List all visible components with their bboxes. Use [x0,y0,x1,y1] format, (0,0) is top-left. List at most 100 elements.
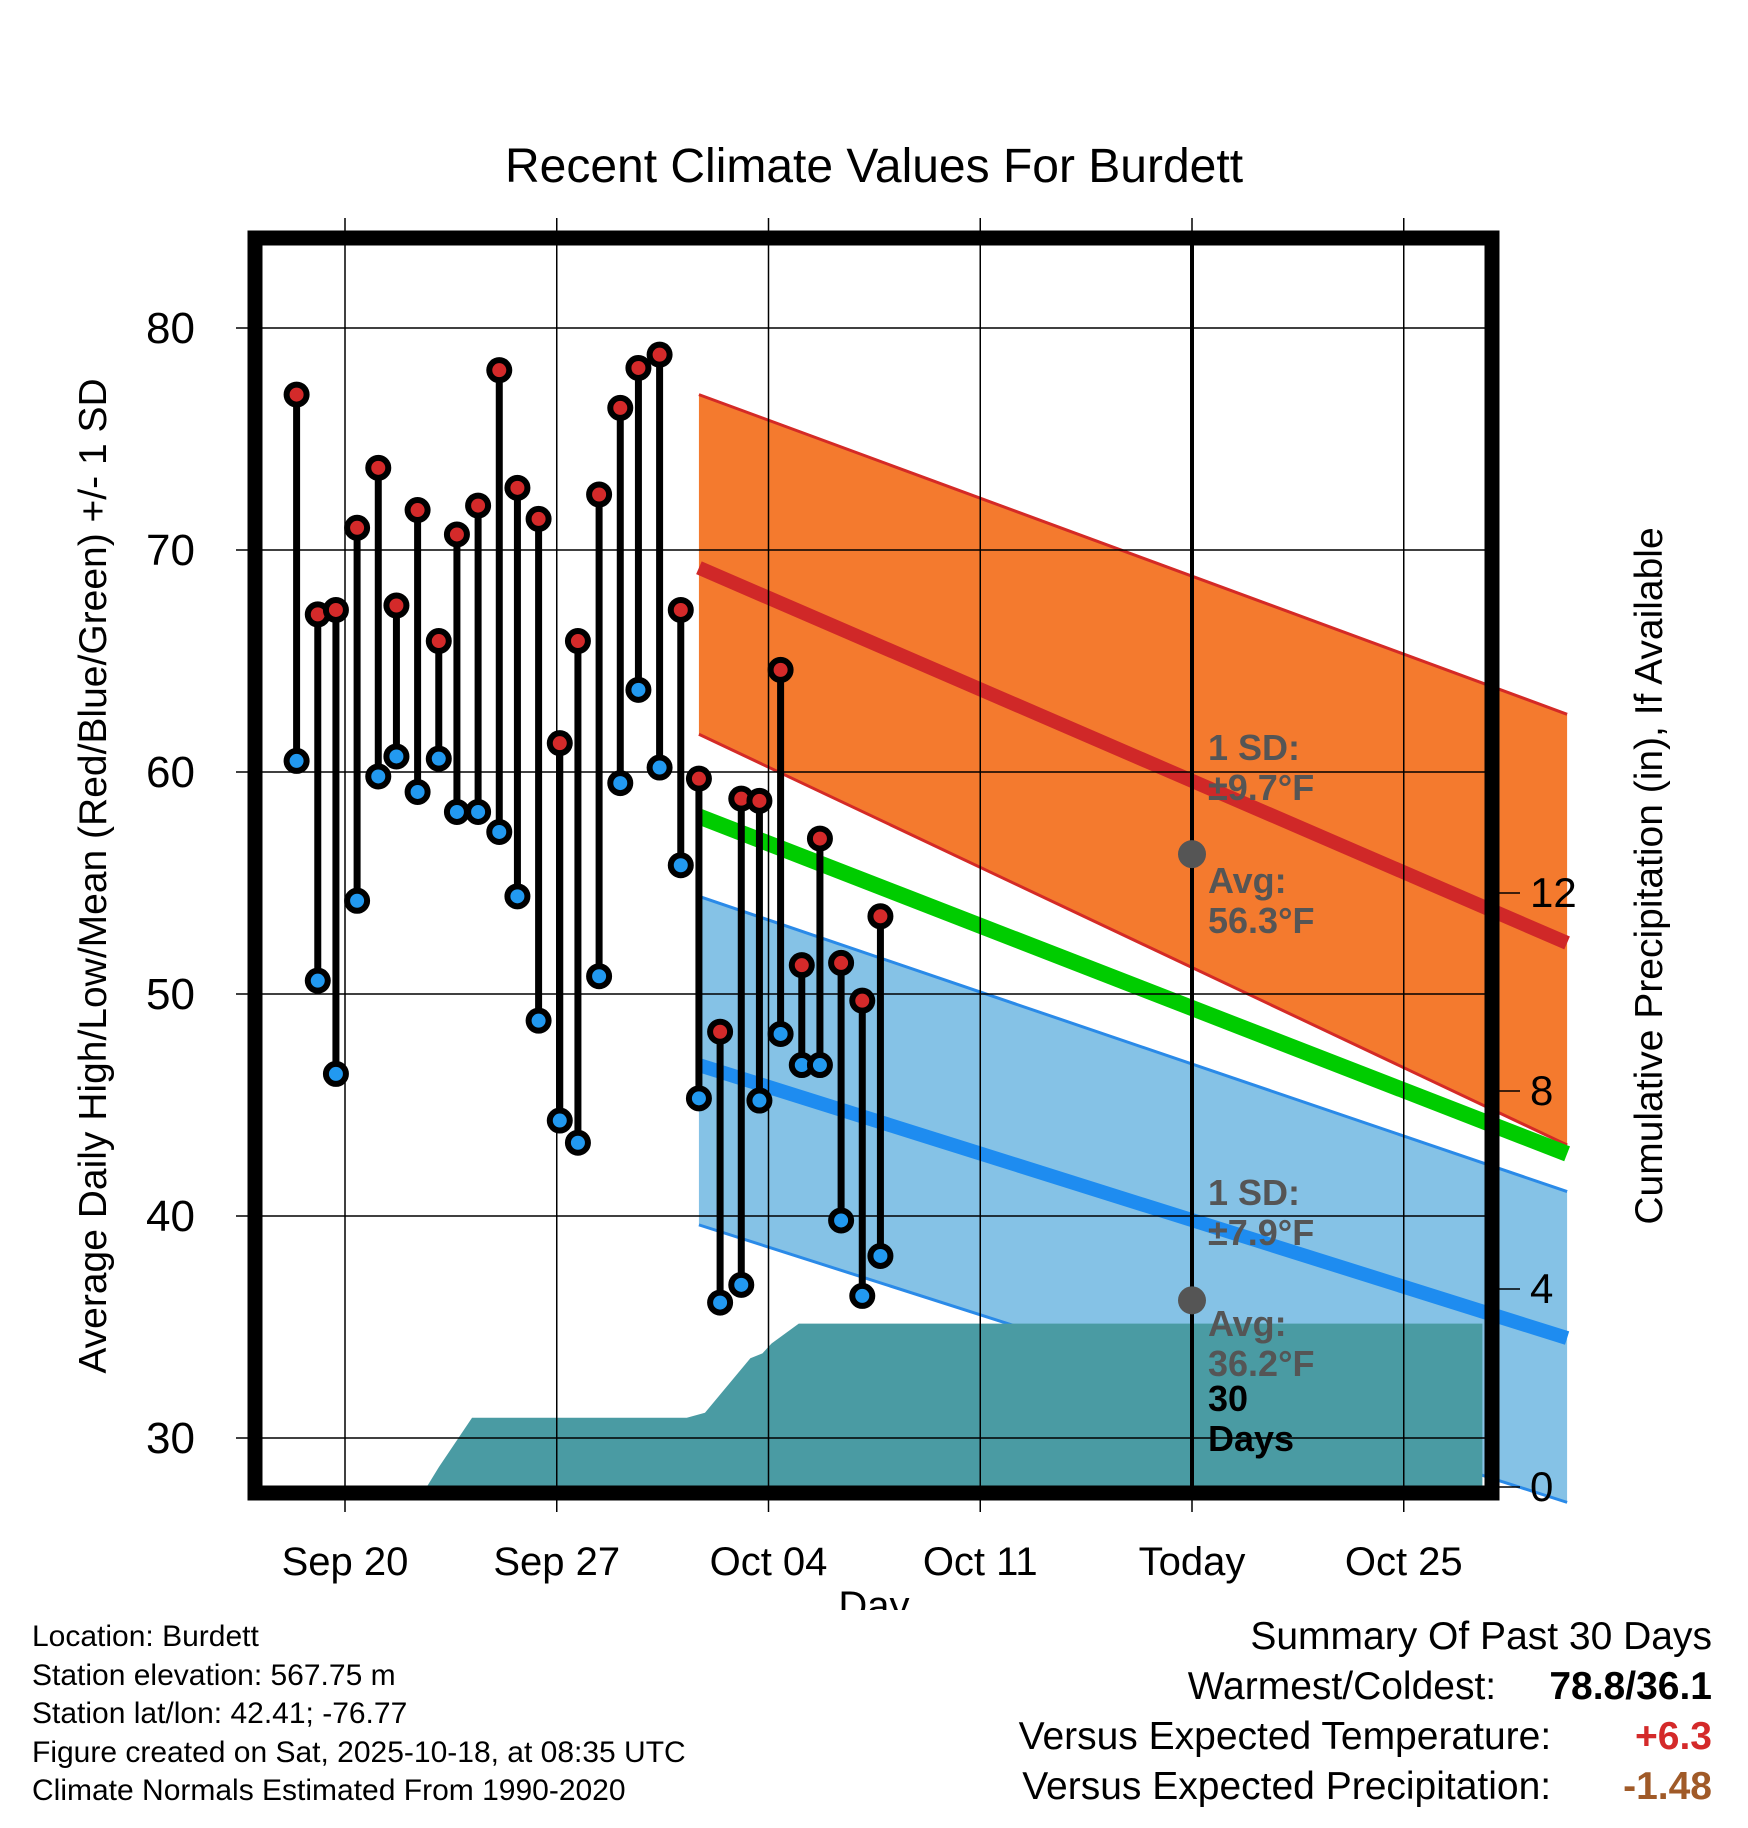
high-temp-point [344,514,371,541]
low-temp-point [504,883,531,910]
low-temp-point [486,818,513,845]
high-normal-line [696,561,1570,950]
high-temp-point [867,903,894,930]
low-sd-label: 1 SD: [1208,1172,1300,1213]
low-temp-point [322,1060,349,1087]
elevation-text: Station elevation: 567.75 m [32,1658,396,1692]
low-temp-point [685,1085,712,1112]
x-tick-label: Sep 20 [282,1540,409,1584]
plot-frame [247,230,1500,1501]
high-temp-point [525,505,552,532]
low-temp-point [365,763,392,790]
low-temp-point [646,754,673,781]
high-temp-point [443,521,470,548]
high-temp-point [504,474,531,501]
high-temp-point [322,596,349,623]
y-tick-label: 40 [146,1192,195,1241]
station-info: Location: Burdett Station elevation: 567… [32,1618,686,1811]
y2-tick-label: 0 [1530,1463,1553,1510]
warmest-value: 78.8/36.1 [1549,1665,1712,1708]
x-axis-label: Day [838,1584,909,1610]
low-temp-point [404,778,431,805]
precip-label: Versus Expected Precipitation: [1022,1765,1552,1808]
high-temp-point [625,354,652,381]
low-temp-point [806,1052,833,1079]
created-text: Figure created on Sat, 2025-10-18, at 08… [32,1735,686,1769]
high-avg-label: Avg: [1208,860,1287,901]
high-temp-point [767,656,794,683]
summary-panel: Summary Of Past 30 Days Warmest/Coldest:… [1019,1612,1712,1812]
high-sd-upper-edge [698,393,1568,716]
y2-tick-label: 12 [1530,869,1577,916]
low-temp-point [867,1242,894,1269]
high-sd-label: 1 SD: [1208,727,1300,768]
precip-area [426,1323,1483,1487]
low-temp-point [383,743,410,770]
y2-tick-label: 4 [1530,1265,1553,1312]
high-temp-point [564,628,591,655]
low-temp-point [625,676,652,703]
y2-axis-label: Cumulative Precipitation (in), If Availa… [1628,527,1671,1224]
low-avg-label: Avg: [1208,1303,1287,1344]
high-temp-point [465,492,492,519]
low-temp-point [344,887,371,914]
normals-text: Climate Normals Estimated From 1990-2020 [32,1774,626,1807]
low-temp-point [767,1020,794,1047]
low-temp-point [443,798,470,825]
latlon-text: Station lat/lon: 42.41; -76.77 [32,1697,408,1730]
location-text: Location: Burdett [32,1620,259,1653]
x-tick-label: Oct 04 [710,1540,828,1584]
high-temp-point [586,481,613,508]
high-sd-label: ±9.7°F [1208,767,1314,808]
high-temp-point [425,628,452,655]
high-temp-point [685,765,712,792]
high-temp-point [404,497,431,524]
low-temp-point [728,1271,755,1298]
high-temp-point [849,987,876,1014]
chart-title: Recent Climate Values For Burdett [505,140,1243,193]
y-tick-label: 80 [146,304,195,353]
precip-value: -1.48 [1623,1765,1712,1808]
temp-label: Versus Expected Temperature: [1018,1715,1552,1758]
low-temp-point [564,1129,591,1156]
x-tick-label: Oct 11 [923,1540,1038,1584]
low-temp-point [283,747,310,774]
today-high-avg-marker [1178,840,1206,869]
high-sd-lower-edge [698,732,1568,1147]
low-temp-point [525,1007,552,1034]
high-temp-point [283,381,310,408]
low-temp-point [849,1282,876,1309]
today-low-avg-marker [1178,1286,1206,1315]
low-avg-label: 36.2°F [1208,1343,1314,1384]
low-temp-point [667,852,694,879]
x-tick-label: Sep 27 [493,1540,620,1584]
low-temp-point [546,1107,573,1134]
summary-precip-row: Versus Expected Precipitation: -1.48 [1019,1762,1712,1812]
summary-title: Summary Of Past 30 Days [1250,1615,1712,1658]
high-temp-point [546,730,573,757]
y-tick-label: 60 [146,748,195,797]
low-temp-point [304,967,331,994]
window-label: 30 [1208,1378,1248,1419]
y-tick-label: 30 [146,1414,195,1463]
high-temp-point [667,596,694,623]
low-temp-point [828,1207,855,1234]
y-tick-label: 50 [146,970,195,1019]
high-temp-point [828,949,855,976]
low-temp-point [586,963,613,990]
high-avg-label: 56.3°F [1208,900,1314,941]
y-tick-label: 70 [146,526,195,575]
high-temp-point [383,592,410,619]
temp-value: +6.3 [1635,1715,1712,1758]
x-tick-label: Today [1139,1540,1246,1584]
low-temp-point [465,798,492,825]
high-temp-point [607,394,634,421]
high-temp-point [646,341,673,368]
low-sd-upper-edge [698,894,1568,1194]
high-temp-point [788,952,815,979]
high-temp-point [806,825,833,852]
low-temp-point [707,1289,734,1316]
x-tick-label: Oct 25 [1345,1540,1463,1584]
low-temp-point [746,1087,773,1114]
low-temp-point [425,745,452,772]
